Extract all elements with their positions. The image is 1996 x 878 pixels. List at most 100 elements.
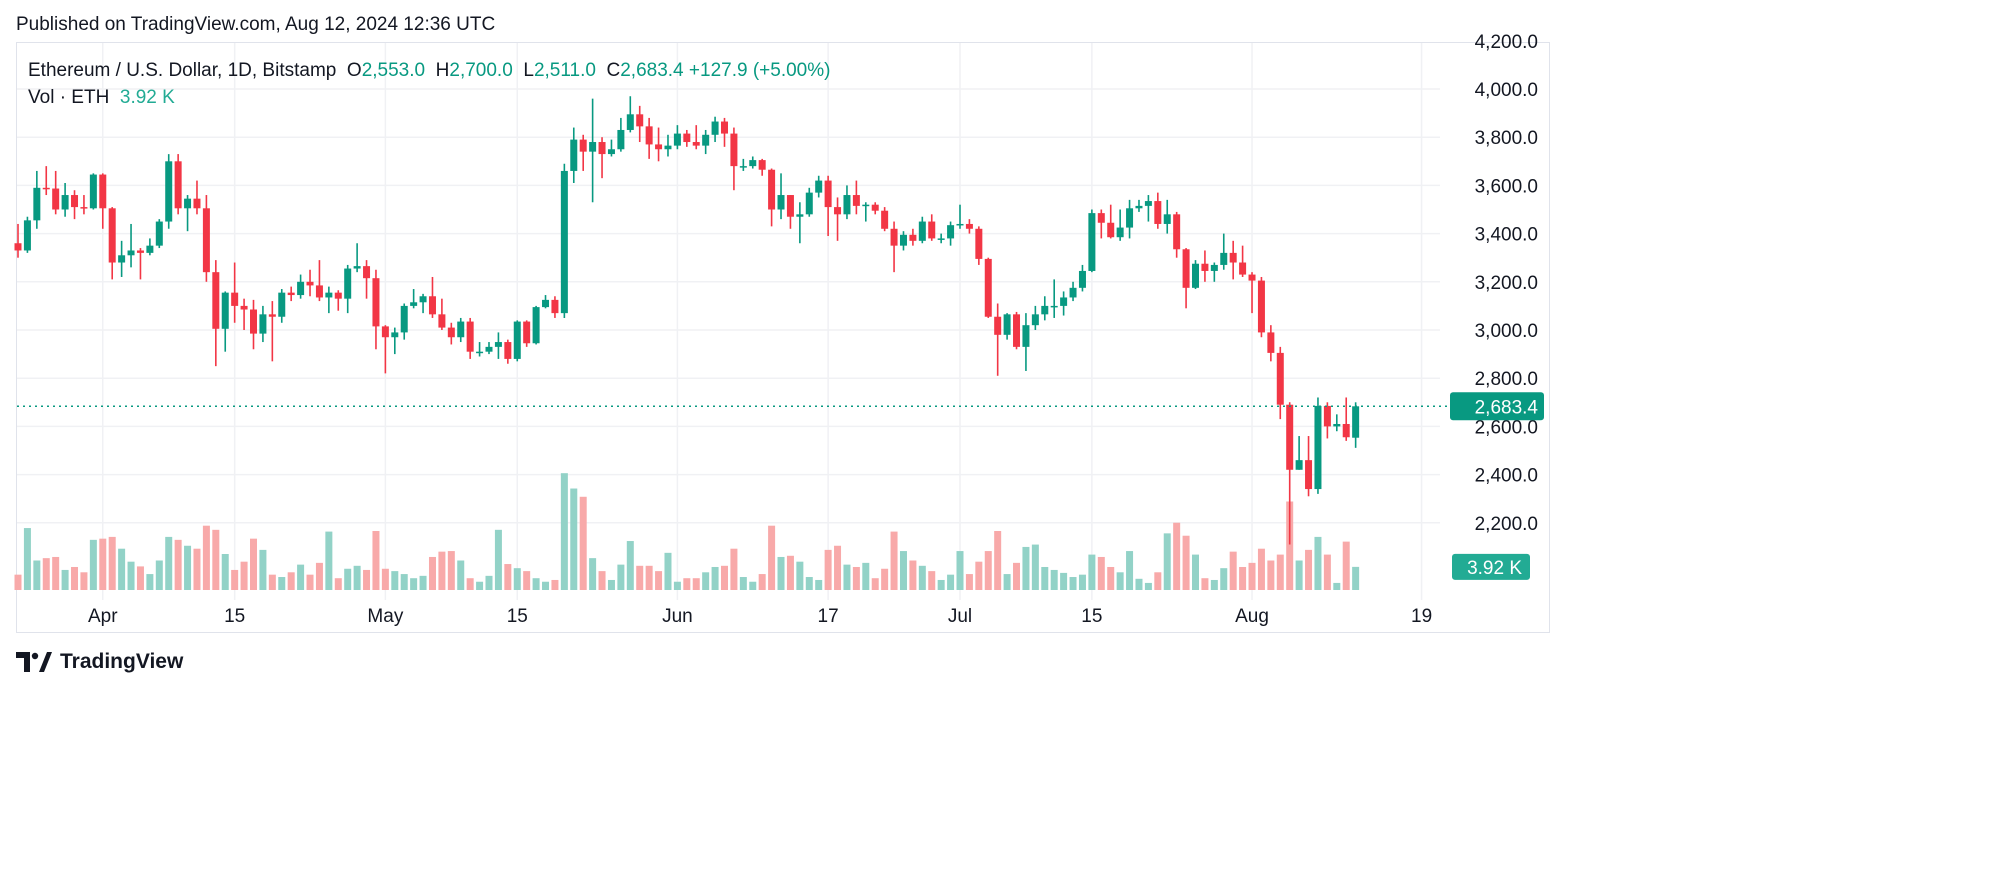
candle [504,339,512,364]
candle-body [344,268,352,299]
candle [1229,240,1237,280]
volume-bar [250,538,257,590]
candle-body [636,114,644,127]
volume-bar [466,578,474,590]
volume-bar [118,548,126,590]
volume-bar [1333,582,1341,590]
candle [1192,260,1199,290]
price-tick-label: 3,200.0 [1475,273,1538,294]
candle [1041,296,1049,321]
candle [579,134,587,171]
candle [824,175,832,237]
candle [1323,402,1331,439]
candle [975,226,983,265]
candle-body [899,234,907,246]
candle [739,158,747,171]
high-value: 2,700.0 [449,60,513,81]
volume-bar [353,565,361,590]
time-tick-label: 19 [1411,606,1432,627]
volume-label: Vol · ETH [28,87,110,108]
candle [466,317,474,359]
candle-body [212,272,220,329]
last-volume-label: 3.92 K [1467,558,1522,579]
candle [212,260,220,367]
candle [589,98,597,203]
candle [287,286,295,302]
price-tick-label: 4,000.0 [1475,80,1538,101]
candle-body [99,174,107,209]
volume-bar [956,551,964,590]
candle [1201,250,1209,282]
candle-body [61,195,69,210]
volume-bar [523,571,531,590]
volume-bar [721,565,728,590]
volume-bar [1060,572,1068,590]
candle-body [1210,264,1218,271]
time-tick-label: 15 [507,606,528,627]
candle [306,269,314,297]
candle [598,137,606,179]
candle-body [315,285,323,298]
volume-bar [1220,568,1228,590]
candle [344,264,352,314]
candle-body [1144,201,1152,206]
candle-body [617,129,625,150]
candle [71,190,79,220]
candle-body [1116,227,1124,238]
price-tick-label: 3,600.0 [1475,176,1538,197]
candle [513,320,521,362]
volume-bar [532,578,540,590]
volume-bar [937,579,945,590]
volume-bar [240,561,248,590]
candle-body [702,134,710,146]
volume-bar [438,551,446,590]
volume-bar [881,568,889,590]
volume-bar [476,581,484,590]
candle-body [560,170,568,314]
volume-bar [1323,554,1331,590]
candle-body [862,204,870,207]
candle [786,195,794,229]
open-label: O [346,60,362,81]
volume-bar [513,568,521,590]
volume-bar [297,564,305,590]
volume-bar [1173,522,1181,590]
candle-body [683,133,691,143]
price-tick-label: 3,000.0 [1475,321,1538,342]
volume-bar [1050,569,1058,590]
candle-body [1003,314,1011,335]
time-tick-label: Aug [1235,606,1269,627]
candle [372,269,380,350]
candle-body [325,292,333,298]
candle-body [664,145,672,150]
candle [1173,211,1181,258]
volume-bar [739,577,747,590]
volume-bar [768,525,776,590]
candle-body [918,221,926,241]
candle-body [1257,280,1265,333]
volume-bar [1163,533,1171,590]
volume-bar [1013,562,1021,590]
candle-body [881,210,889,229]
footer-brand[interactable]: TradingView [16,650,183,674]
candle [532,305,540,345]
candle-body [14,243,22,251]
low-label: L [523,60,534,81]
candle [664,134,672,157]
price-axis: 4,200.0 4,000.0 3,800.0 3,600.0 3,400.0 3,200… [1475,32,1538,535]
volume-bar [1239,566,1247,590]
volume-bar [1031,544,1039,590]
candle [457,317,465,343]
candle [711,116,719,143]
time-tick-label: Jul [948,606,972,627]
candle-body [1314,405,1322,490]
candle [692,125,700,150]
candle [23,216,31,253]
candle [193,180,201,215]
candle-body [711,121,719,135]
candle [1295,436,1303,470]
candle [1078,264,1086,292]
candle-body [975,228,983,259]
candle-body [607,149,615,155]
